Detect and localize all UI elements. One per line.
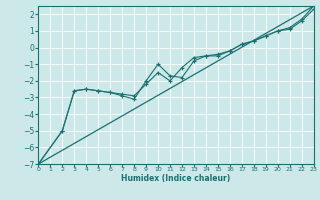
X-axis label: Humidex (Indice chaleur): Humidex (Indice chaleur) [121,174,231,183]
